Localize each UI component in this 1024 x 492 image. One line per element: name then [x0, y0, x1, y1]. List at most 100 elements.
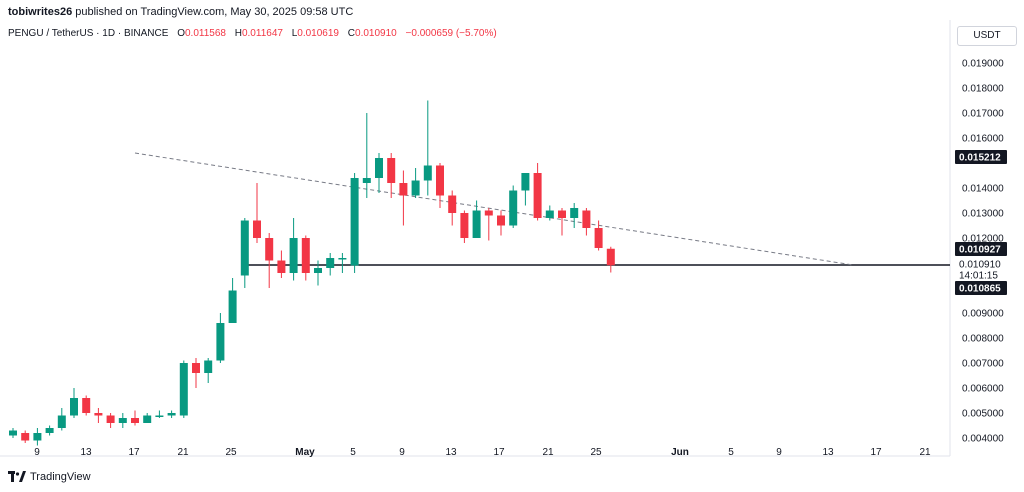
candle-body — [192, 363, 200, 373]
x-tick-label: 13 — [822, 447, 834, 458]
candle-body — [179, 363, 188, 416]
candle-body — [411, 180, 420, 196]
price-label: 0.015212 — [959, 153, 1001, 164]
candle-body — [570, 208, 579, 218]
candle-body — [460, 213, 469, 238]
y-tick-label: 0.013000 — [962, 209, 1004, 220]
price-label-box — [955, 242, 1007, 256]
x-tick-label: 21 — [542, 447, 554, 458]
candle-body — [9, 430, 17, 436]
candle-body — [240, 220, 249, 276]
x-tick-label: 21 — [177, 447, 189, 458]
close-value: 0.010910 — [355, 28, 397, 39]
low-value: 0.010619 — [297, 28, 339, 39]
price-label-box — [955, 150, 1007, 164]
open-label: O — [177, 28, 185, 39]
open-value: 0.011568 — [184, 28, 226, 39]
candle-body — [484, 210, 493, 216]
candle-body — [558, 210, 566, 218]
high-value: 0.011647 — [241, 28, 283, 39]
x-tick-label: 5 — [728, 447, 734, 458]
x-tick-label: 25 — [590, 447, 602, 458]
candle-body — [338, 258, 347, 260]
x-tick-label: 9 — [34, 447, 40, 458]
candle-body — [375, 158, 383, 178]
symbol-name[interactable]: PENGU / TetherUS · 1D · BINANCE — [8, 28, 169, 39]
x-tick-label: 9 — [399, 447, 405, 458]
y-tick-label: 0.014000 — [962, 184, 1004, 195]
y-tick-label: 0.012000 — [962, 234, 1004, 245]
price-label-box — [955, 281, 1007, 295]
candle-body — [497, 215, 505, 226]
author-name[interactable]: tobiwrites26 — [8, 6, 73, 18]
candle-body — [33, 433, 42, 441]
candle-body — [167, 413, 176, 416]
x-tick-label: 13 — [445, 447, 457, 458]
candle-body — [253, 220, 261, 238]
brand-label: TradingView — [30, 471, 91, 483]
candle-body — [472, 210, 481, 238]
x-tick-label: Jun — [671, 447, 689, 458]
candle-body — [326, 258, 335, 268]
change-value: −0.000659 (−5.70%) — [405, 28, 497, 39]
x-tick-label: 25 — [225, 447, 237, 458]
candle-body — [106, 415, 115, 423]
y-tick-label: 0.008000 — [962, 334, 1004, 345]
price-label: 0.010927 — [959, 245, 1001, 256]
candle-body — [362, 178, 371, 183]
candle-body — [204, 360, 213, 373]
x-tick-label: 17 — [493, 447, 505, 458]
price-label: 14:01:15 — [959, 271, 998, 282]
high-label: H — [234, 28, 242, 39]
publish-info: published on TradingView.com, May 30, 20… — [75, 6, 354, 18]
candle-body — [82, 398, 91, 413]
candle-body — [131, 418, 139, 423]
candle-body — [533, 173, 542, 218]
candle-body — [277, 260, 286, 273]
y-tick-label: 0.009000 — [962, 309, 1004, 320]
x-tick-label: 21 — [919, 447, 931, 458]
x-tick-label: 13 — [80, 447, 92, 458]
candle-body — [521, 173, 530, 191]
publish-header: tobiwrites26 published on TradingView.co… — [8, 6, 353, 18]
candle-body — [448, 195, 457, 213]
tradingview-logo-icon — [8, 471, 26, 482]
candle-body — [606, 248, 615, 266]
candle-body — [143, 415, 152, 423]
candle-body — [228, 290, 237, 323]
candle-body — [216, 323, 225, 361]
close-label: C — [347, 28, 356, 39]
candle-body — [265, 238, 274, 261]
y-tick-label: 0.006000 — [962, 384, 1004, 395]
candle-body — [314, 268, 322, 273]
x-tick-label: 17 — [870, 447, 882, 458]
y-tick-label: 0.018000 — [962, 84, 1004, 95]
y-tick-label: 0.017000 — [962, 109, 1004, 120]
currency-selector[interactable]: USDT — [957, 26, 1017, 46]
x-tick-label: May — [295, 447, 315, 458]
price-label: 0.010910 — [959, 260, 1001, 271]
x-tick-label: 17 — [128, 447, 140, 458]
y-tick-label: 0.007000 — [962, 359, 1004, 370]
trendline — [134, 152, 854, 266]
candle-body — [289, 238, 298, 273]
candle-body — [594, 228, 603, 248]
candle-body — [70, 398, 78, 416]
candle-body — [94, 413, 103, 416]
candle-body — [387, 158, 396, 183]
candle-body — [350, 178, 359, 266]
y-tick-label: 0.004000 — [962, 434, 1004, 445]
candle-body — [399, 183, 408, 196]
candle-body — [118, 418, 127, 423]
candle-body — [509, 190, 518, 226]
y-tick-label: 0.005000 — [962, 409, 1004, 420]
candle-body — [545, 210, 554, 218]
x-tick-label: 9 — [776, 447, 782, 458]
price-label: 0.010865 — [959, 284, 1001, 295]
tradingview-footer[interactable]: TradingView — [8, 471, 91, 483]
candle-body — [57, 415, 66, 428]
low-label: L — [291, 28, 298, 39]
candle-body — [423, 165, 432, 181]
candle-body — [155, 415, 164, 417]
